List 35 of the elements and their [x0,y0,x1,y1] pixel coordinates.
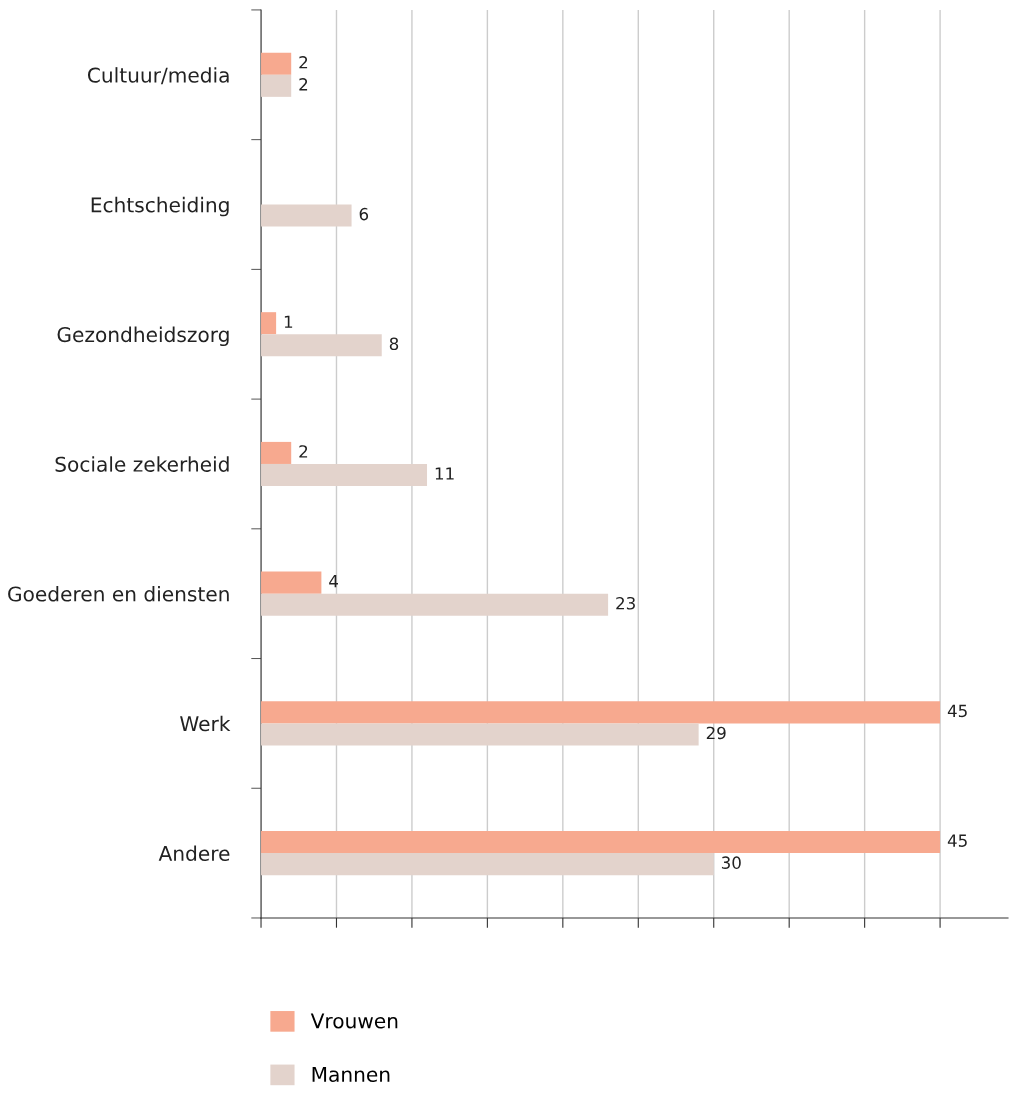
y-tick-label: Werk [180,715,231,732]
bar [261,571,322,594]
bar [261,441,292,464]
data-label: 29 [706,726,726,740]
data-label: 6 [359,207,369,221]
data-label: 11 [435,467,454,480]
y-tick-label: Cultuur/media [87,67,229,85]
data-label: 23 [616,596,635,610]
bar [261,831,941,854]
y-tick-label: Gezondheidszorg [57,326,229,347]
bar [261,701,941,724]
data-label: 30 [721,856,741,869]
bar [261,204,352,227]
data-label: 8 [389,337,399,351]
data-label: 45 [947,704,967,718]
bar [261,52,292,75]
bar [261,312,277,335]
y-tick-label: Echtscheiding [91,196,229,217]
y-tick-label: Goederen en diensten [8,586,229,602]
data-label: 4 [329,575,338,588]
bar [261,463,428,487]
data-label: 2 [299,445,308,458]
data-label: 2 [299,78,308,91]
legend-label: Vrouwen [310,1013,398,1029]
data-label: 1 [284,315,293,328]
bar [261,74,292,97]
bar [261,853,714,876]
y-tick-label: Sociale zekerheid [55,456,229,472]
bar [261,593,609,616]
data-label: 45 [947,834,967,847]
bar [261,334,382,357]
legend-label: Mannen [312,1067,390,1082]
bar [261,723,699,746]
data-label: 2 [299,56,308,69]
y-tick-label: Andere [158,845,230,862]
